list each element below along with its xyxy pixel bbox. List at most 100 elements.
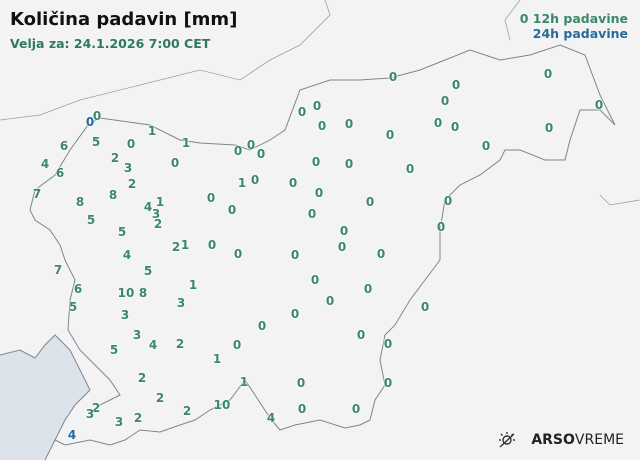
station-value[interactable]: 5 bbox=[117, 225, 127, 239]
station-value[interactable]: 0 bbox=[451, 78, 461, 92]
station-value[interactable]: 2 bbox=[182, 404, 192, 418]
station-value[interactable]: 0 bbox=[92, 109, 102, 123]
station-value[interactable]: 0 bbox=[257, 319, 267, 333]
station-value[interactable]: 0 bbox=[126, 137, 136, 151]
station-value[interactable]: 0 bbox=[290, 307, 300, 321]
station-value[interactable]: 5 bbox=[143, 264, 153, 278]
station-value[interactable]: 1 bbox=[237, 176, 247, 190]
station-value[interactable]: 0 bbox=[288, 176, 298, 190]
station-value[interactable]: 0 bbox=[312, 99, 322, 113]
station-value[interactable]: 4 bbox=[266, 411, 276, 425]
station-value[interactable]: 0 bbox=[594, 98, 604, 112]
station-value[interactable]: 0 bbox=[420, 300, 430, 314]
station-value[interactable]: 3 bbox=[85, 407, 95, 421]
station-value[interactable]: 0 bbox=[246, 138, 256, 152]
station-value[interactable]: 0 bbox=[443, 194, 453, 208]
station-value[interactable]: 0 bbox=[339, 224, 349, 238]
station-value[interactable]: 2 bbox=[127, 177, 137, 191]
station-value[interactable]: 1 bbox=[239, 375, 249, 389]
station-value[interactable]: 1 bbox=[180, 238, 190, 252]
station-value[interactable]: 7 bbox=[32, 187, 42, 201]
station-value[interactable]: 0 bbox=[311, 155, 321, 169]
station-value[interactable]: 0 bbox=[233, 247, 243, 261]
station-value[interactable]: 0 bbox=[250, 173, 260, 187]
station-value[interactable]: 4 bbox=[40, 157, 50, 171]
station-value[interactable]: 7 bbox=[53, 263, 63, 277]
station-value[interactable]: 0 bbox=[297, 402, 307, 416]
station-value[interactable]: 0 bbox=[296, 376, 306, 390]
station-value[interactable]: 0 bbox=[307, 207, 317, 221]
station-value[interactable]: 2 bbox=[155, 391, 165, 405]
station-value[interactable]: 2 bbox=[137, 371, 147, 385]
station-value[interactable]: 2 bbox=[153, 217, 163, 231]
station-value[interactable]: 1 bbox=[188, 278, 198, 292]
station-value[interactable]: 0 bbox=[481, 139, 491, 153]
station-value[interactable]: 1 bbox=[147, 124, 157, 138]
station-value[interactable]: 0 bbox=[383, 337, 393, 351]
station-value[interactable]: 0 bbox=[385, 128, 395, 142]
station-value[interactable]: 3 bbox=[114, 415, 124, 429]
station-value[interactable]: 0 bbox=[440, 94, 450, 108]
station-value[interactable]: 0 bbox=[436, 220, 446, 234]
station-value[interactable]: 4 bbox=[143, 200, 153, 214]
station-value[interactable]: 2 bbox=[133, 411, 143, 425]
station-value[interactable]: 2 bbox=[110, 151, 120, 165]
station-value[interactable]: 5 bbox=[91, 135, 101, 149]
station-value[interactable]: 0 bbox=[544, 121, 554, 135]
station-value[interactable]: 0 bbox=[363, 282, 373, 296]
station-value[interactable]: 0 bbox=[256, 147, 266, 161]
station-value[interactable]: 0 bbox=[314, 186, 324, 200]
station-value[interactable]: 1 bbox=[181, 136, 191, 150]
station-value[interactable]: 8 bbox=[108, 188, 118, 202]
station-value[interactable]: 8 bbox=[138, 286, 148, 300]
station-value[interactable]: 0 bbox=[344, 117, 354, 131]
station-value[interactable]: 10 bbox=[117, 286, 135, 300]
station-value[interactable]: 4 bbox=[122, 248, 132, 262]
station-value[interactable]: 3 bbox=[151, 207, 161, 221]
station-value[interactable]: 0 bbox=[233, 144, 243, 158]
station-value[interactable]: 0 bbox=[433, 116, 443, 130]
station-value[interactable]: 4 bbox=[67, 428, 77, 442]
arso-logo[interactable]: ARSOVREME bbox=[497, 431, 624, 449]
station-value[interactable]: 0 bbox=[376, 247, 386, 261]
station-value[interactable]: 0 bbox=[383, 376, 393, 390]
station-value[interactable]: 0 bbox=[290, 248, 300, 262]
station-value[interactable]: 2 bbox=[91, 401, 101, 415]
station-value[interactable]: 0 bbox=[337, 240, 347, 254]
station-value[interactable]: 0 bbox=[170, 156, 180, 170]
station-value[interactable]: 0 bbox=[356, 328, 366, 342]
station-value[interactable]: 0 bbox=[227, 203, 237, 217]
station-value[interactable]: 0 bbox=[297, 105, 307, 119]
station-value[interactable]: 0 bbox=[365, 195, 375, 209]
station-value[interactable]: 6 bbox=[73, 282, 83, 296]
station-value[interactable]: 0 bbox=[325, 294, 335, 308]
station-value[interactable]: 0 bbox=[388, 70, 398, 84]
station-value[interactable]: 0 bbox=[310, 273, 320, 287]
station-value[interactable]: 5 bbox=[109, 343, 119, 357]
station-value[interactable]: 2 bbox=[171, 240, 181, 254]
station-value[interactable]: 10 bbox=[213, 398, 231, 412]
station-value[interactable]: 0 bbox=[543, 67, 553, 81]
station-value[interactable]: 0 bbox=[405, 162, 415, 176]
station-value[interactable]: 0 bbox=[232, 338, 242, 352]
station-value[interactable]: 1 bbox=[155, 195, 165, 209]
station-value[interactable]: 6 bbox=[59, 139, 69, 153]
station-value[interactable]: 0 bbox=[351, 402, 361, 416]
station-value[interactable]: 0 bbox=[206, 191, 216, 205]
station-value[interactable]: 5 bbox=[68, 300, 78, 314]
station-value[interactable]: 8 bbox=[75, 195, 85, 209]
station-value[interactable]: 0 bbox=[450, 120, 460, 134]
station-value[interactable]: 0 bbox=[207, 238, 217, 252]
station-value[interactable]: 0 bbox=[344, 157, 354, 171]
station-value[interactable]: 2 bbox=[175, 337, 185, 351]
station-value[interactable]: 5 bbox=[86, 213, 96, 227]
station-value[interactable]: 3 bbox=[123, 161, 133, 175]
station-value[interactable]: 0 bbox=[317, 119, 327, 133]
station-value[interactable]: 3 bbox=[132, 328, 142, 342]
station-value[interactable]: 6 bbox=[55, 166, 65, 180]
station-value[interactable]: 1 bbox=[212, 352, 222, 366]
station-value[interactable]: 0 bbox=[85, 115, 95, 129]
station-value[interactable]: 3 bbox=[176, 296, 186, 310]
station-value[interactable]: 4 bbox=[148, 338, 158, 352]
